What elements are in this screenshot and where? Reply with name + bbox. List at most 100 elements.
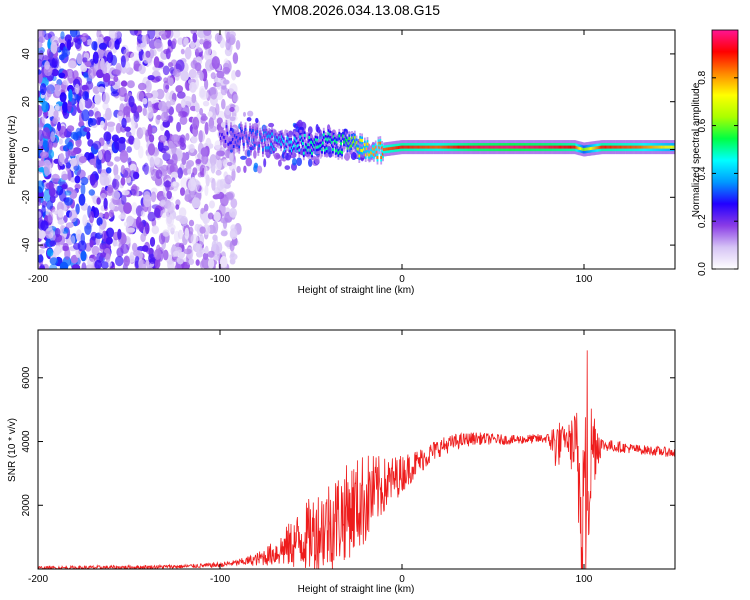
- noise-blob: [80, 250, 87, 262]
- noise-blob: [195, 102, 200, 113]
- noise-blob: [221, 98, 226, 110]
- ridge-core: [279, 140, 282, 144]
- transition-blob: [314, 156, 320, 165]
- noise-blob: [207, 212, 214, 220]
- noise-blob: [216, 117, 223, 125]
- ridge-core: [425, 145, 428, 149]
- noise-blob: [175, 85, 184, 93]
- ridge-core: [384, 147, 387, 151]
- ridge-core: [298, 148, 301, 152]
- noise-blob: [136, 90, 145, 102]
- x-tick-label: -200: [28, 574, 48, 585]
- noise-blob: [38, 50, 44, 62]
- noise-blob: [108, 209, 115, 218]
- noise-blob: [189, 81, 197, 93]
- noise-blob: [100, 252, 107, 258]
- noise-blob: [201, 113, 207, 119]
- noise-blob: [86, 39, 93, 46]
- ridge-core: [370, 151, 373, 155]
- noise-blob: [38, 249, 45, 254]
- noise-blob: [120, 80, 128, 87]
- noise-blob: [68, 89, 73, 102]
- noise-blob: [142, 107, 147, 117]
- noise-blob: [147, 143, 156, 156]
- noise-blob: [49, 257, 59, 266]
- noise-blob: [172, 68, 182, 78]
- noise-blob: [60, 31, 65, 40]
- ridge-core: [290, 140, 292, 144]
- noise-blob: [155, 88, 165, 100]
- noise-blob: [88, 109, 94, 117]
- colorbar-tick-label: 0.8: [697, 70, 708, 84]
- ridge-core: [337, 151, 340, 155]
- x-tick-label: -100: [210, 574, 230, 585]
- noise-blob: [129, 30, 139, 36]
- noise-blob: [154, 156, 161, 166]
- ridge-core: [559, 145, 562, 149]
- ridge-core: [396, 146, 399, 150]
- noise-blob: [84, 98, 93, 109]
- noise-blob: [84, 60, 92, 68]
- spectrogram-xlabel: Height of straight line (km): [298, 285, 415, 296]
- noise-blob: [180, 70, 190, 82]
- ridge-core: [232, 145, 235, 148]
- noise-blob: [199, 248, 205, 254]
- noise-blob: [172, 30, 181, 39]
- noise-blob: [138, 145, 144, 159]
- noise-blob: [167, 201, 175, 214]
- noise-blob: [73, 242, 81, 250]
- ridge-core: [531, 145, 534, 149]
- ridge-core: [345, 139, 348, 142]
- noise-blob: [220, 85, 228, 96]
- noise-blob: [112, 198, 122, 206]
- noise-blob: [163, 80, 170, 94]
- ridge-core: [363, 143, 366, 147]
- noise-blob: [138, 64, 146, 75]
- ridge-core: [542, 145, 545, 149]
- noise-blob: [208, 125, 217, 133]
- noise-blob: [231, 70, 237, 81]
- ridge-core: [378, 145, 381, 149]
- noise-blob: [126, 80, 135, 89]
- ridge-core: [360, 148, 363, 152]
- noise-blob: [172, 181, 177, 187]
- noise-blob: [97, 47, 104, 60]
- noise-blob: [48, 149, 55, 159]
- noise-blob: [82, 214, 88, 227]
- ridge-core: [273, 138, 276, 142]
- noise-blob: [108, 261, 112, 267]
- ridge-core: [653, 145, 656, 149]
- ridge-core: [224, 139, 227, 143]
- noise-blob: [180, 187, 185, 196]
- noise-blob: [160, 111, 169, 123]
- ridge-core: [471, 145, 474, 149]
- ridge-core: [440, 145, 443, 149]
- transition-blob: [316, 126, 321, 134]
- noise-blob: [103, 131, 112, 142]
- noise-blob: [115, 122, 122, 134]
- ridge-core: [235, 135, 238, 139]
- noise-blob: [71, 264, 81, 269]
- ridge-core: [556, 145, 559, 149]
- ridge-core: [410, 145, 413, 149]
- noise-blob: [187, 168, 192, 175]
- noise-blob: [50, 131, 56, 142]
- ridge-core: [348, 136, 351, 140]
- noise-blob: [162, 249, 169, 261]
- ridge-core: [485, 145, 488, 149]
- noise-blob: [79, 98, 86, 111]
- noise-blob: [188, 219, 195, 227]
- noise-blob: [123, 106, 131, 116]
- noise-blob: [54, 227, 61, 238]
- noise-blob: [151, 90, 159, 99]
- ridge-core: [292, 144, 295, 148]
- transition-blob: [292, 158, 297, 166]
- noise-blob: [66, 141, 74, 150]
- noise-blob: [44, 60, 50, 70]
- noise-blob: [195, 158, 202, 164]
- ridge-core: [622, 145, 625, 149]
- ridge-core: [332, 135, 335, 139]
- y-tick-label: 6000: [21, 366, 32, 389]
- noise-blob: [156, 114, 162, 121]
- ridge-core: [578, 146, 581, 150]
